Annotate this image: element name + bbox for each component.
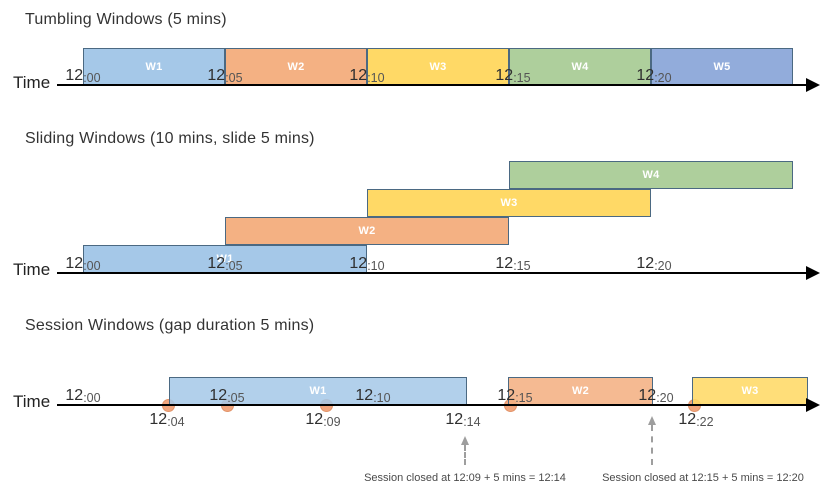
session-close-arrow-1220 xyxy=(647,416,656,465)
session-tick-1220: 12:20 xyxy=(638,387,674,405)
session-window-w3: W3 xyxy=(692,377,808,405)
tumbling-window-w4: W4 xyxy=(509,48,651,85)
tumbling-tick-1200: 12:00 xyxy=(65,67,101,85)
sliding-tick-1200: 12:00 xyxy=(65,255,101,273)
sliding-time-axis-label: Time xyxy=(13,260,51,279)
window-label: W1 xyxy=(145,60,163,73)
session-window-w1: W1 xyxy=(169,377,467,405)
sliding-arrowhead-icon xyxy=(806,266,820,280)
session-window-w2: W2 xyxy=(508,377,653,405)
session-tick-1215: 12:15 xyxy=(497,387,533,405)
sliding-window-w2: W2 xyxy=(225,217,509,245)
session-close-label-1214: 12:14 xyxy=(445,411,481,429)
session-event-label-1222: 12:22 xyxy=(678,411,714,429)
window-label: W2 xyxy=(287,60,305,73)
window-label: W4 xyxy=(642,169,660,181)
session-close-arrow-1214 xyxy=(460,436,469,465)
session-section-title: Session Windows (gap duration 5 mins) xyxy=(25,317,315,334)
session-event-label-1209: 12:09 xyxy=(305,411,341,429)
window-label: W5 xyxy=(713,60,731,73)
sliding-section-title: Sliding Windows (10 mins, slide 5 mins) xyxy=(25,130,315,147)
tumbling-window-w2: W2 xyxy=(225,48,367,85)
window-label: W2 xyxy=(358,225,376,237)
session-tick-1210: 12:10 xyxy=(355,387,391,405)
tumbling-tick-1220: 12:20 xyxy=(636,67,672,85)
session-tick-1205: 12:05 xyxy=(209,387,245,405)
session-closed-annotation-2: Session closed at 12:15 + 5 mins = 12:20 xyxy=(602,472,804,484)
tumbling-tick-1205: 12:05 xyxy=(207,67,243,85)
sliding-window-w4: W4 xyxy=(509,161,793,189)
window-label: W1 xyxy=(216,253,234,265)
session-timeline xyxy=(57,398,820,412)
tumbling-timeline xyxy=(57,78,820,92)
session-arrowhead-icon xyxy=(806,398,820,412)
up-arrowhead-icon xyxy=(460,436,469,445)
tumbling-section-title: Tumbling Windows (5 mins) xyxy=(25,11,227,28)
tumbling-window-w1: W1 xyxy=(83,48,225,85)
sliding-tick-1210: 12:10 xyxy=(349,255,385,273)
window-label: W3 xyxy=(429,60,447,73)
sliding-tick-1220: 12:20 xyxy=(636,255,672,273)
tumbling-tick-1210: 12:10 xyxy=(349,67,385,85)
window-label: W2 xyxy=(571,385,590,397)
tumbling-window-w3: W3 xyxy=(367,48,509,85)
sliding-timeline xyxy=(57,266,820,280)
sliding-window-w3: W3 xyxy=(367,189,651,217)
sliding-tick-1215: 12:15 xyxy=(495,255,531,273)
tumbling-arrowhead-icon xyxy=(806,78,820,92)
session-tick-1200: 12:00 xyxy=(65,387,101,405)
session-closed-annotation-1: Session closed at 12:09 + 5 mins = 12:14 xyxy=(364,472,566,484)
session-event-label-1204: 12:04 xyxy=(149,411,185,429)
tumbling-tick-1215: 12:15 xyxy=(495,67,531,85)
sliding-tick-1205: 12:05 xyxy=(207,255,243,273)
window-label: W3 xyxy=(500,197,518,209)
tumbling-window-w5: W5 xyxy=(651,48,793,85)
session-time-axis-label: Time xyxy=(13,392,51,411)
window-label: W3 xyxy=(741,385,759,397)
up-arrowhead-icon xyxy=(647,416,656,425)
window-label: W1 xyxy=(309,385,327,397)
tumbling-time-axis-label: Time xyxy=(13,73,51,92)
window-label: W4 xyxy=(571,60,589,73)
